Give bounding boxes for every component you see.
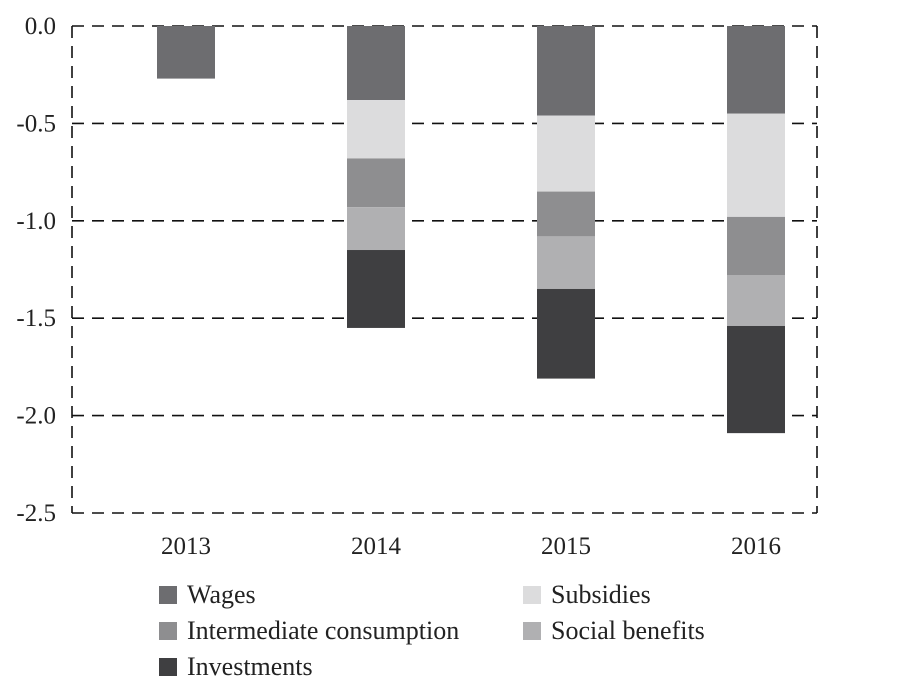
bar-2016-investments (727, 325, 785, 434)
legend-item-wages: Wages (159, 580, 256, 610)
y-tick-label: 0.0 (25, 13, 56, 40)
legend-swatch-investments (159, 658, 177, 676)
x-tick-label: 2016 (731, 533, 781, 560)
bars (157, 26, 785, 434)
y-tick-label: -2.0 (16, 403, 56, 430)
legend-label-subsidies: Subsidies (551, 580, 651, 609)
bar-2015-subsidies (537, 115, 595, 192)
bar-2015-wages (537, 26, 595, 116)
y-tick-label: -1.0 (16, 208, 56, 235)
legend-swatch-subsidies (523, 586, 541, 604)
x-axis-ticks: 2013 2014 2015 2016 (161, 533, 781, 560)
stacked-bar-chart: 0.0 -0.5 -1.0 -1.5 -2.0 -2.5 2013 2014 2015 2016 (16, 13, 818, 560)
y-tick-label: -2.5 (16, 500, 56, 527)
legend-label-investments: Investments (187, 652, 313, 681)
bar-2014-social-benefits (347, 207, 405, 251)
legend-swatch-intermediate-consumption (159, 622, 177, 640)
legend-swatch-wages (159, 586, 177, 604)
bar-2016-intermediate-consumption (727, 216, 785, 276)
bar-2016-social-benefits (727, 275, 785, 326)
bar-2014-intermediate-consumption (347, 158, 405, 208)
y-axis-ticks: 0.0 -0.5 -1.0 -1.5 -2.0 -2.5 (16, 13, 56, 527)
legend-item-intermediate-consumption: Intermediate consumption (159, 616, 459, 646)
bar-2013-wages (157, 26, 215, 79)
bar-2016-subsidies (727, 113, 785, 217)
bar-2014-investments (347, 250, 405, 328)
y-tick-label: -1.5 (16, 305, 56, 332)
legend-item-social-benefits: Social benefits (523, 616, 705, 646)
legend-label-intermediate-consumption: Intermediate consumption (187, 616, 460, 645)
bar-2016-wages (727, 26, 785, 114)
gridlines (72, 25, 817, 514)
bar-2015-intermediate-consumption (537, 191, 595, 237)
plot-frame (71, 26, 818, 513)
legend-label-wages: Wages (187, 580, 256, 609)
bar-2014-wages (347, 26, 405, 101)
legend-label-social-benefits: Social benefits (551, 616, 705, 645)
y-tick-label: -0.5 (16, 110, 56, 137)
bar-2015-investments (537, 288, 595, 379)
bar-2014-subsidies (347, 100, 405, 159)
x-tick-label: 2014 (351, 533, 402, 560)
x-tick-label: 2015 (541, 533, 591, 560)
x-tick-label: 2013 (161, 533, 211, 560)
legend-item-investments: Investments (159, 652, 313, 682)
bar-2015-social-benefits (537, 236, 595, 289)
legend-swatch-social-benefits (523, 622, 541, 640)
legend-item-subsidies: Subsidies (523, 580, 651, 610)
